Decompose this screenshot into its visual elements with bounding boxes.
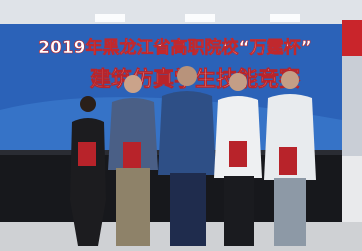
page: 2019年黑龙江省高职院校“万霆杯” 建筑仿真学生技能竞赛 (() => { c… bbox=[0, 0, 362, 251]
banner-line1: 2019年黑龙江省高职院校“万霆杯” bbox=[38, 37, 312, 58]
logo bbox=[342, 20, 362, 56]
ceiling-light bbox=[185, 14, 215, 22]
ceiling-light bbox=[95, 14, 125, 22]
ceiling-light bbox=[270, 14, 300, 22]
wall bbox=[342, 56, 362, 156]
photo: 2019年黑龙江省高职院校“万霆杯” 建筑仿真学生技能竞赛 bbox=[0, 0, 362, 251]
